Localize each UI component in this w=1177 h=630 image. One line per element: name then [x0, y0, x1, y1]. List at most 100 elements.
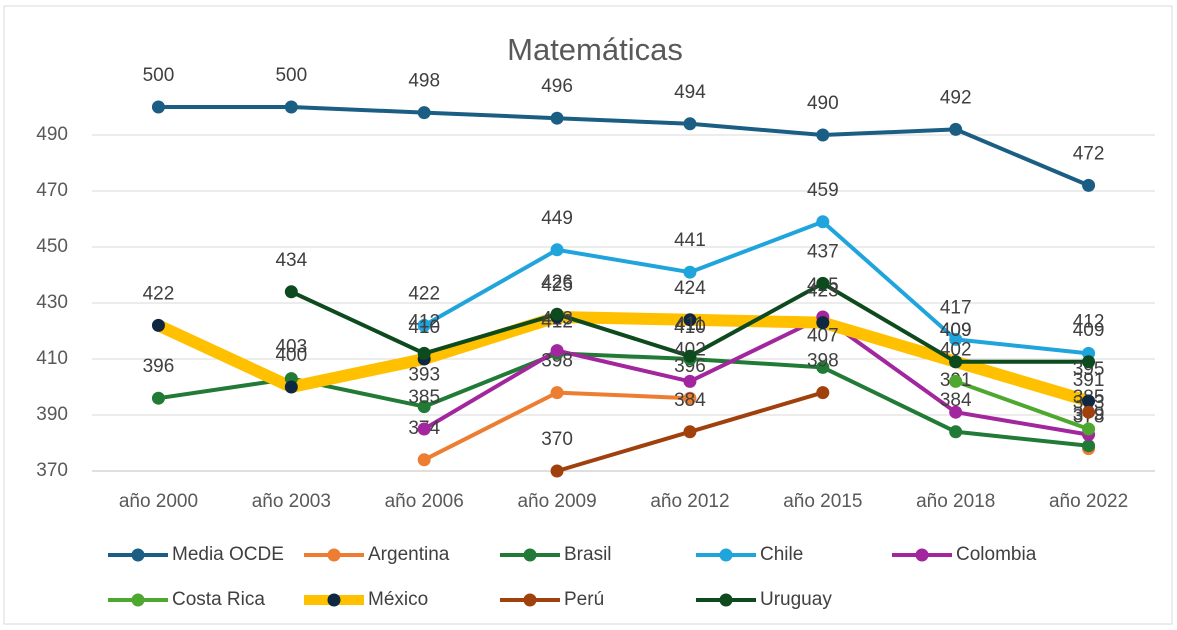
- point: [816, 360, 830, 374]
- point: [816, 386, 830, 400]
- data-label: 384: [674, 390, 706, 411]
- legend-marker: [327, 593, 341, 607]
- point: [816, 128, 830, 142]
- data-label: 490: [807, 93, 839, 114]
- data-label: 396: [143, 356, 175, 377]
- point: [949, 355, 963, 369]
- point: [1082, 439, 1096, 453]
- y-tick-label: 430: [36, 292, 68, 313]
- point: [284, 380, 298, 394]
- data-label: 403: [275, 337, 307, 358]
- point: [550, 243, 564, 257]
- point: [417, 318, 431, 332]
- x-tick-label: año 2012: [650, 491, 729, 512]
- point: [417, 346, 431, 360]
- point: [949, 405, 963, 419]
- point: [683, 425, 697, 439]
- series-line: [422, 315, 1091, 437]
- data-label: 423: [807, 281, 839, 302]
- legend-label: Costa Rica: [172, 589, 265, 610]
- data-label: 434: [275, 250, 307, 271]
- legend-label: Brasil: [564, 544, 612, 565]
- point: [949, 332, 963, 346]
- data-label: 409: [940, 320, 972, 341]
- series-line: [152, 311, 1095, 407]
- point: [417, 422, 431, 436]
- data-label: 437: [807, 241, 839, 262]
- point: [550, 464, 564, 478]
- x-tick-label: año 2022: [1049, 491, 1128, 512]
- legend-label: Perú: [564, 589, 604, 610]
- data-label: 391: [1073, 370, 1105, 391]
- point: [683, 265, 697, 279]
- point: [1082, 178, 1096, 192]
- x-tick-label: año 2018: [916, 491, 995, 512]
- series-line: [422, 219, 1091, 356]
- point: [550, 344, 564, 358]
- legend-marker: [131, 548, 145, 562]
- data-label: 393: [408, 365, 440, 386]
- point: [417, 106, 431, 120]
- series-line: [156, 105, 1091, 188]
- data-label: 424: [674, 278, 706, 299]
- data-label: 402: [940, 339, 972, 360]
- point: [816, 276, 830, 290]
- point: [949, 374, 963, 388]
- data-label: 410: [674, 317, 706, 338]
- x-tick-label: año 2003: [252, 491, 331, 512]
- point: [151, 100, 165, 114]
- data-label: 409: [940, 320, 972, 341]
- point: [284, 285, 298, 299]
- legend-label: Uruguay: [760, 589, 832, 610]
- data-label: 407: [807, 325, 839, 346]
- data-label: 422: [408, 283, 440, 304]
- point: [417, 453, 431, 467]
- data-label: 496: [541, 76, 573, 97]
- data-label: 498: [408, 71, 440, 92]
- legend-marker: [523, 548, 537, 562]
- data-label: 422: [143, 283, 175, 304]
- legend-label: Argentina: [368, 544, 450, 565]
- legend-marker: [327, 548, 341, 562]
- data-label: 492: [940, 87, 972, 108]
- data-label: 385: [408, 387, 440, 408]
- data-label: 412: [408, 311, 440, 332]
- data-label: 410: [408, 317, 440, 338]
- series-line: [953, 379, 1091, 431]
- data-label: 500: [143, 65, 175, 86]
- data-label: 426: [541, 272, 573, 293]
- data-label: 398: [541, 351, 573, 372]
- x-tick-label: año 2009: [517, 491, 596, 512]
- y-tick-label: 410: [36, 348, 68, 369]
- x-tick-label: año 2000: [119, 491, 198, 512]
- point: [550, 386, 564, 400]
- point: [683, 391, 697, 405]
- legend-marker: [523, 593, 537, 607]
- point: [816, 215, 830, 229]
- y-tick-label: 470: [36, 180, 68, 201]
- point: [1082, 405, 1096, 419]
- point: [550, 111, 564, 125]
- legend-label: México: [368, 589, 428, 610]
- data-label: 395: [1073, 359, 1105, 380]
- point: [949, 122, 963, 136]
- point: [683, 313, 697, 327]
- data-label: 396: [674, 356, 706, 377]
- data-label: 494: [674, 82, 706, 103]
- point: [949, 425, 963, 439]
- y-tick-label: 490: [36, 124, 68, 145]
- point: [417, 400, 431, 414]
- point: [683, 117, 697, 131]
- point: [1082, 355, 1096, 369]
- data-label: 400: [275, 345, 307, 366]
- point: [151, 391, 165, 405]
- y-tick-label: 390: [36, 404, 68, 425]
- data-label: 370: [541, 429, 573, 450]
- legend-marker: [131, 593, 145, 607]
- point: [1082, 422, 1096, 436]
- x-tick-label: año 2006: [385, 491, 464, 512]
- legend-label: Media OCDE: [172, 544, 284, 565]
- point: [284, 100, 298, 114]
- legend-marker: [915, 548, 929, 562]
